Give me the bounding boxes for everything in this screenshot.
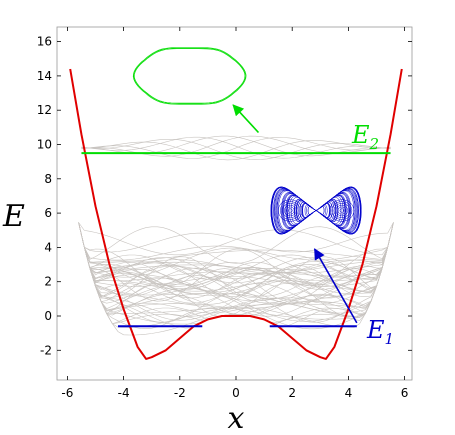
trajectory-line [78, 222, 394, 314]
inset-e2-arrow [232, 104, 260, 134]
y-tick-label: 2 [44, 275, 52, 289]
trajectory-line [78, 222, 394, 287]
y-tick-label: 0 [44, 309, 52, 323]
x-tick-label: 0 [232, 386, 240, 400]
trajectory-line [78, 222, 394, 261]
inset-e1-focus-2 [333, 203, 351, 218]
x-tick-label: -2 [174, 386, 186, 400]
inset-e1-focus-1 [282, 203, 299, 218]
energy-level-label-1: E1 [366, 316, 394, 348]
trajectory-line [78, 222, 394, 323]
trajectory-line [78, 222, 394, 314]
inset-e2-orbit [132, 47, 247, 105]
y-tick-label: 6 [44, 206, 52, 220]
trajectory-line [81, 140, 391, 161]
trajectory-line [78, 222, 394, 318]
potential-curve [69, 68, 403, 360]
x-tick-label: -6 [61, 386, 73, 400]
trajectory-line [78, 222, 394, 296]
y-tick-label: -2 [40, 343, 52, 357]
inset-e1-focus-1 [278, 199, 303, 222]
inset-e1-orbit [276, 189, 356, 232]
energy-level-label-2: E2 [351, 121, 379, 153]
potential-group [69, 68, 403, 360]
inset-e1-focus-2 [339, 208, 345, 213]
trajectory-line [78, 222, 394, 317]
trajectory-line [78, 222, 394, 277]
x-ticks: -6 -4 -2 0 2 4 6 [61, 27, 408, 400]
inset-e1-focus-1 [288, 208, 293, 213]
y-tick-label: 16 [37, 35, 52, 49]
inset-e1-focus-2 [331, 201, 353, 220]
x-axis-label: x [228, 401, 245, 435]
trajectory-line [81, 137, 391, 159]
x-tick-label: 4 [345, 386, 353, 400]
inset-e2-orbit [133, 47, 246, 104]
trajectory-line [78, 222, 394, 275]
axes-frame [56, 26, 413, 381]
trajectory-line [78, 222, 394, 292]
y-axis-label: E [2, 199, 25, 234]
insets-group [132, 47, 362, 324]
inset-e1-focus-1 [286, 206, 295, 215]
trajectory-line [78, 222, 394, 278]
trajectory-line [78, 222, 394, 294]
trajectory-line [78, 222, 394, 280]
inset-e1-orbit [301, 202, 331, 219]
energy-level-subscript-2: 2 [369, 135, 380, 153]
trajectory-line [78, 222, 394, 284]
x-tick-label: -4 [118, 386, 130, 400]
levels-group: E1 E2 [81, 121, 394, 348]
x-tick-label: 2 [288, 386, 296, 400]
trajectory-line [78, 222, 394, 256]
y-tick-label: 14 [37, 69, 52, 83]
trajectory-line [78, 222, 394, 317]
inset-e1-focus-2 [335, 204, 349, 217]
inset-e2-orbit [134, 48, 246, 104]
trajectory-line [81, 136, 391, 159]
energy-level-subscript-1: 1 [385, 330, 395, 348]
trajectory-line [78, 222, 394, 305]
y-tick-label: 8 [44, 172, 52, 186]
inset-e1-arrow [313, 248, 358, 324]
inset-e1-focus-1 [284, 204, 297, 217]
y-tick-label: 12 [37, 103, 52, 117]
inset-e1-focus-2 [329, 199, 355, 222]
trajectory-line [78, 222, 394, 264]
x-tick-label: 6 [401, 386, 409, 400]
y-tick-label: 4 [44, 240, 52, 254]
trajectory-line [78, 222, 394, 253]
y-tick-label: 10 [37, 138, 52, 152]
trajectory-line [78, 222, 394, 279]
inset-e1-orbit [307, 206, 325, 215]
inset-e1-focus-2 [337, 206, 347, 215]
inset-e1-focus-1 [280, 201, 301, 220]
trajectory-line [78, 222, 394, 320]
trajectory-line [78, 222, 394, 336]
background-trajectories [78, 135, 394, 336]
